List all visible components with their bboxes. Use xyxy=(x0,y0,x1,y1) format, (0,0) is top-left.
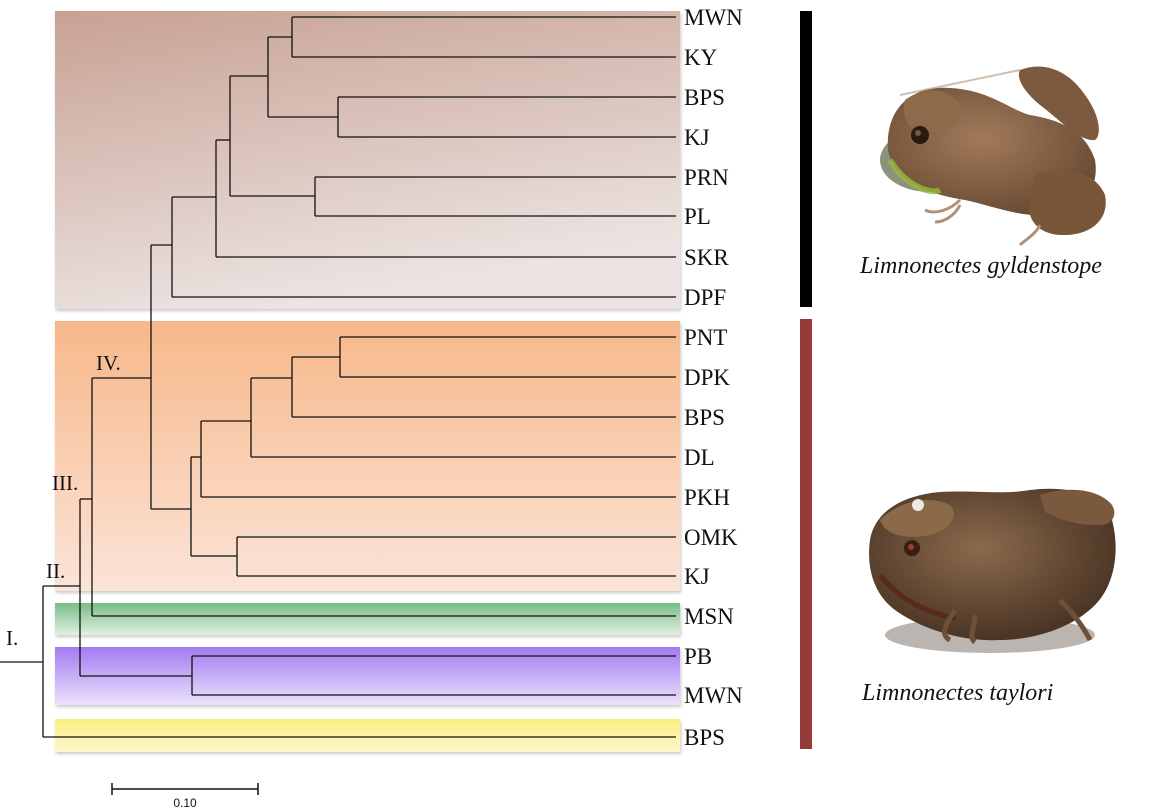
frog-gyldenstope-image xyxy=(880,66,1106,247)
taylori-clade-panel xyxy=(55,321,680,591)
tip-label: SKR xyxy=(684,245,729,270)
bps-clade-panel xyxy=(55,719,680,752)
node-label-IV: IV. xyxy=(96,351,121,375)
msn-clade-panel xyxy=(55,603,680,635)
tip-label: PL xyxy=(684,204,711,229)
gyldenstope-bar xyxy=(800,11,812,307)
tip-label: MWN xyxy=(684,5,743,30)
node-label-III: III. xyxy=(52,471,78,495)
tip-label: MSN xyxy=(684,604,734,629)
gyldenstope-clade-panel xyxy=(55,11,680,309)
scale-bar: 0.10 xyxy=(111,783,259,810)
species-label-taylori: Limnonectes taylori xyxy=(861,680,1053,706)
tip-label: PRN xyxy=(684,165,729,190)
tip-label: BPS xyxy=(684,405,725,430)
scale-bar-label: 0.10 xyxy=(173,796,197,810)
tip-label: MWN xyxy=(684,683,743,708)
tip-label: PNT xyxy=(684,325,727,350)
tip-label: KJ xyxy=(684,125,710,150)
clade-panels xyxy=(55,11,680,752)
tip-label: BPS xyxy=(684,85,725,110)
tip-label: PKH xyxy=(684,485,730,510)
frog-taylori-image xyxy=(869,488,1116,653)
tip-label: DPK xyxy=(684,365,730,390)
node-labels: I. II. III. IV. xyxy=(6,351,121,650)
tree-branches xyxy=(0,16,676,738)
tip-label: BPS xyxy=(684,725,725,750)
tip-label: DPF xyxy=(684,285,726,310)
species-label-gyldenstope: Limnonectes gyldenstope xyxy=(859,253,1102,279)
node-label-II: II. xyxy=(46,559,65,583)
tip-label: DL xyxy=(684,445,715,470)
tip-label: KY xyxy=(684,45,718,70)
taylori-bar xyxy=(800,319,812,749)
tip-labels: MWN KY BPS KJ PRN PL SKR DPF PNT DPK BPS… xyxy=(684,5,743,750)
node-label-I: I. xyxy=(6,626,18,650)
tip-label: KJ xyxy=(684,564,710,589)
tip-label: OMK xyxy=(684,525,738,550)
tip-label: PB xyxy=(684,644,712,669)
